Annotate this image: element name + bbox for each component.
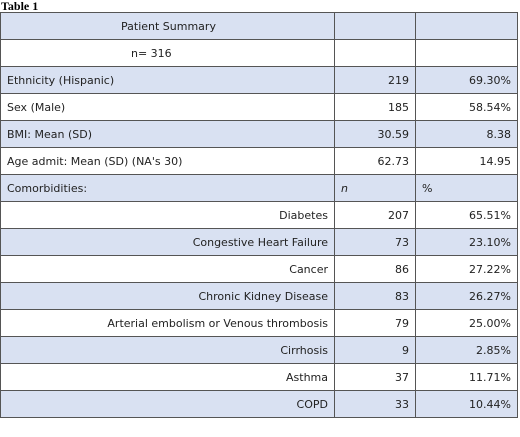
comorbidity-percent: 2.85% [415,336,518,364]
comorbidity-percent: 23.10% [415,228,518,256]
row-value: 62.73 [334,147,416,175]
comorbidities-header-row: Comorbidities: n % [0,174,518,202]
row-value: 30.59 [334,120,416,148]
comorbidity-percent: 25.00% [415,309,518,337]
comorbidity-percent: 11.71% [415,363,518,391]
row-value-secondary: 14.95 [415,147,518,175]
comorbidity-label: Chronic Kidney Disease [0,282,335,310]
row-value-secondary: 8.38 [415,120,518,148]
table-row: COPD 33 10.44% [0,390,518,418]
header-empty-cell [334,12,416,40]
table-row: Arterial embolism or Venous thrombosis 7… [0,309,518,337]
comorbidity-label: Arterial embolism or Venous thrombosis [0,309,335,337]
comorbidity-percent: 65.51% [415,201,518,229]
comorbidity-count: 86 [334,255,416,283]
table-row: Asthma 37 11.71% [0,363,518,391]
table-row: Congestive Heart Failure 73 23.10% [0,228,518,256]
table-row: Age admit: Mean (SD) (NA's 30) 62.73 14.… [0,147,518,175]
table-row: BMI: Mean (SD) 30.59 8.38 [0,120,518,148]
comorbidity-label: COPD [0,390,335,418]
row-value: 219 [334,66,416,94]
comorbidity-label: Cirrhosis [0,336,335,364]
row-value-secondary: 69.30% [415,66,518,94]
n-row: n= 316 [0,39,518,67]
comorbidity-count: 37 [334,363,416,391]
empty-cell [415,39,518,67]
comorbidity-label: Diabetes [0,201,335,229]
table-row: Ethnicity (Hispanic) 219 69.30% [0,66,518,94]
sample-size: n= 316 [0,39,335,67]
patient-summary-table: Patient Summary n= 316 Ethnicity (Hispan… [0,12,518,418]
comorbidity-percent: 10.44% [415,390,518,418]
comorbidity-percent: 26.27% [415,282,518,310]
comorbidity-count: 33 [334,390,416,418]
table-row: Cirrhosis 9 2.85% [0,336,518,364]
table-caption: Table 1 [1,0,39,13]
comorbidity-count: 9 [334,336,416,364]
comorbidity-label: Asthma [0,363,335,391]
table-row: Diabetes 207 65.51% [0,201,518,229]
comorbidity-count: 83 [334,282,416,310]
row-label: Ethnicity (Hispanic) [0,66,335,94]
comorbidity-label: Congestive Heart Failure [0,228,335,256]
table-row: Chronic Kidney Disease 83 26.27% [0,282,518,310]
row-label: BMI: Mean (SD) [0,120,335,148]
header-row: Patient Summary [0,12,518,40]
comorbidities-label: Comorbidities: [0,174,335,202]
comorbidity-label: Cancer [0,255,335,283]
empty-cell [334,39,416,67]
comorbidity-count: 207 [334,201,416,229]
table-row: Cancer 86 27.22% [0,255,518,283]
header-title: Patient Summary [0,12,335,40]
column-percent-label: % [415,174,518,202]
row-label: Age admit: Mean (SD) (NA's 30) [0,147,335,175]
header-empty-cell [415,12,518,40]
row-value-secondary: 58.54% [415,93,518,121]
table-row: Sex (Male) 185 58.54% [0,93,518,121]
comorbidity-count: 73 [334,228,416,256]
row-label: Sex (Male) [0,93,335,121]
row-value: 185 [334,93,416,121]
comorbidity-percent: 27.22% [415,255,518,283]
comorbidity-count: 79 [334,309,416,337]
column-n-label: n [334,174,416,202]
